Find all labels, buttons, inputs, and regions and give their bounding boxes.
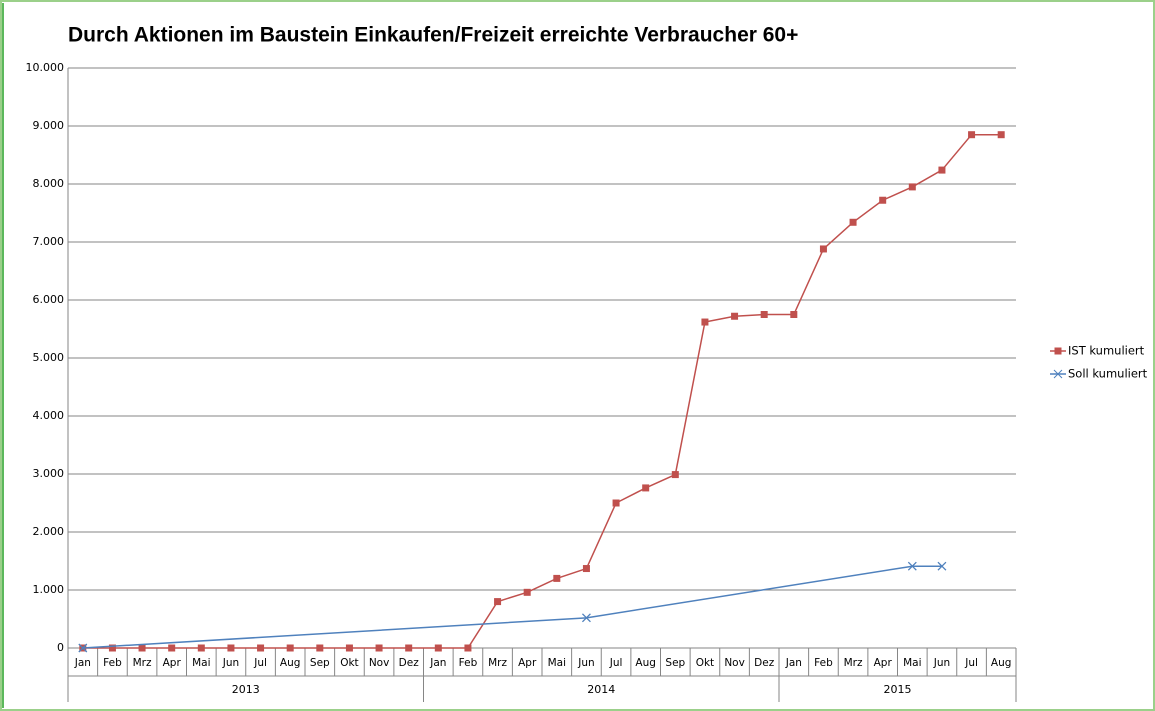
y-tick-label: 0 (57, 641, 64, 654)
marker (375, 644, 383, 652)
marker (879, 196, 887, 204)
y-tick-label: 6.000 (33, 293, 65, 306)
x-tick-label: Okt (340, 657, 358, 669)
x-tick-label: Jun (222, 657, 239, 669)
marker (138, 644, 146, 652)
marker (494, 598, 502, 606)
marker (197, 644, 205, 652)
x-tick-label: Sep (665, 657, 685, 669)
x-tick-label: Feb (103, 657, 122, 669)
series-line (82, 133, 1002, 649)
marker (937, 561, 947, 571)
legend-label: Soll kumuliert (1068, 367, 1148, 381)
marker (286, 644, 294, 652)
x-tick-label: Mai (903, 657, 921, 669)
marker (227, 644, 235, 652)
x-tick-label: Feb (459, 657, 478, 669)
marker (257, 644, 265, 652)
marker (345, 644, 353, 652)
x-tick-label: Aug (635, 657, 656, 669)
x-tick-label: Mrz (488, 657, 507, 669)
x-tick-label: Sep (310, 657, 330, 669)
marker (581, 613, 591, 623)
legend-label: IST kumuliert (1068, 344, 1145, 358)
marker (819, 245, 827, 253)
marker (316, 644, 324, 652)
y-tick-label: 8.000 (33, 177, 65, 190)
x-tick-label: Dez (399, 657, 420, 669)
y-tick-label: 2.000 (33, 525, 65, 538)
marker (997, 131, 1005, 139)
x-tick-label: Apr (874, 657, 893, 669)
y-tick-label: 10.000 (26, 61, 65, 74)
group-label: 2013 (232, 683, 260, 696)
marker (760, 311, 768, 318)
x-tick-label: Jul (609, 657, 623, 669)
x-tick-label: Jan (74, 657, 91, 669)
chart-title: Durch Aktionen im Baustein Einkaufen/Fre… (68, 24, 798, 47)
x-tick-label: Nov (369, 657, 390, 669)
x-tick-label: Feb (814, 657, 833, 669)
x-tick-label: Jan (429, 657, 446, 669)
x-tick-label: Mai (192, 657, 210, 669)
x-tick-label: Okt (696, 657, 714, 669)
marker (701, 318, 709, 326)
marker (849, 218, 857, 226)
x-tick-label: Mrz (133, 657, 152, 669)
marker (612, 499, 620, 507)
marker (968, 131, 976, 139)
y-tick-label: 3.000 (33, 467, 65, 480)
marker (553, 574, 561, 582)
group-label: 2015 (884, 683, 912, 696)
x-tick-label: Aug (280, 657, 301, 669)
marker (168, 644, 176, 652)
x-tick-label: Jun (577, 657, 594, 669)
x-tick-label: Nov (724, 657, 745, 669)
marker (405, 644, 413, 652)
marker (908, 183, 916, 191)
y-tick-label: 9.000 (33, 119, 65, 132)
legend-marker (1053, 369, 1063, 379)
x-tick-label: Apr (163, 657, 182, 669)
marker (582, 565, 590, 573)
group-label: 2014 (587, 683, 615, 696)
marker (938, 166, 946, 174)
y-tick-label: 5.000 (33, 351, 65, 364)
marker (464, 644, 472, 652)
x-tick-label: Dez (754, 657, 775, 669)
x-tick-label: Mrz (844, 657, 863, 669)
x-tick-label: Mai (548, 657, 566, 669)
marker (671, 471, 679, 479)
x-tick-label: Jul (253, 657, 267, 669)
y-tick-label: 4.000 (33, 409, 65, 422)
marker (434, 644, 442, 652)
x-tick-label: Aug (991, 657, 1012, 669)
x-tick-label: Jul (964, 657, 978, 669)
marker (907, 561, 917, 571)
series-line (82, 565, 942, 649)
x-tick-label: Jan (785, 657, 802, 669)
marker (642, 484, 650, 492)
marker (731, 312, 739, 320)
y-tick-label: 7.000 (33, 235, 65, 248)
legend-marker (1054, 347, 1062, 355)
marker (78, 643, 88, 653)
marker (790, 311, 798, 318)
marker (523, 588, 531, 596)
x-tick-label: Jun (933, 657, 950, 669)
x-tick-label: Apr (518, 657, 537, 669)
marker (108, 644, 116, 652)
y-tick-label: 1.000 (33, 583, 65, 596)
